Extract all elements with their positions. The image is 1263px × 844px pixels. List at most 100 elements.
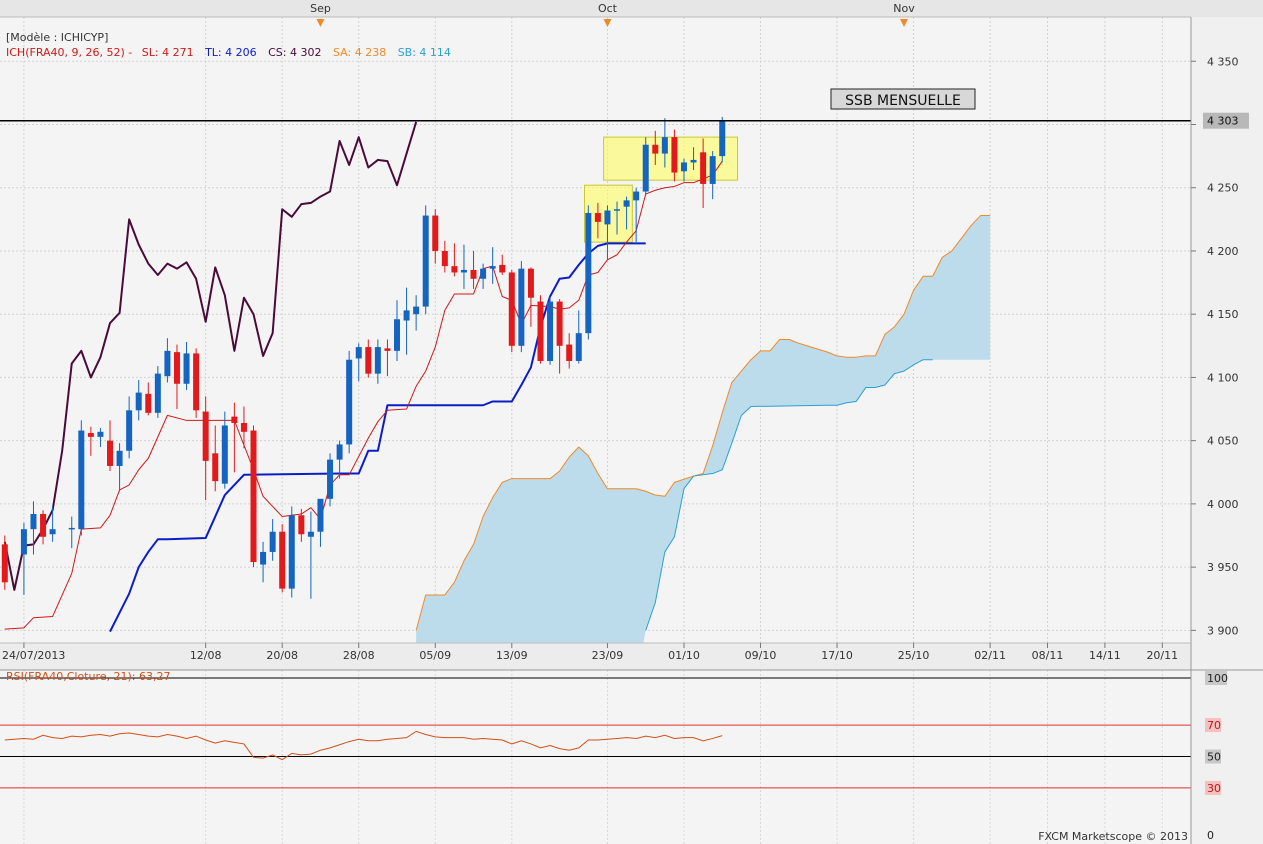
candle-body (212, 453, 219, 482)
candle-bullish (547, 296, 554, 365)
tenkan-sen-line (4, 160, 723, 630)
date-tick-label: 24/07/2013 (2, 649, 65, 662)
candle-bearish (566, 333, 573, 369)
candle-bearish (193, 348, 200, 418)
candle-bearish (279, 524, 286, 593)
candle-body (1, 544, 8, 583)
candle-body (240, 422, 247, 432)
date-tick-label: 05/09 (419, 649, 451, 662)
candle-bearish (40, 510, 47, 545)
candle-body (327, 459, 334, 499)
candle-body (460, 269, 467, 273)
ssb-annotation-box (830, 88, 976, 110)
price-tick-label: 4 200 (1207, 245, 1239, 258)
current-price-tag (1203, 112, 1249, 129)
candle-bearish (87, 426, 94, 456)
candle-body (20, 529, 27, 555)
date-tick-label: 20/08 (266, 649, 298, 662)
date-tick-label: 28/08 (343, 649, 375, 662)
price-tick-label: 4 350 (1207, 55, 1239, 68)
date-tick-label: 23/09 (592, 649, 624, 662)
candle-bearish (240, 406, 247, 449)
candle-bearish (527, 267, 534, 327)
candle-body (78, 430, 85, 530)
candle-bullish (78, 420, 85, 536)
candle-bearish (384, 339, 391, 377)
candle-body (355, 347, 362, 359)
candle-bullish (126, 396, 133, 459)
candle-body (374, 347, 381, 374)
candle-body (193, 353, 200, 411)
candle-bullish (489, 247, 496, 284)
candlesticks (1, 116, 726, 599)
date-tick-label: 17/10 (821, 649, 853, 662)
candle-bullish (585, 205, 592, 340)
candle-body (652, 144, 659, 154)
candle-bearish (145, 382, 152, 416)
candle-bearish (441, 240, 448, 273)
date-axis-strip (0, 643, 1191, 670)
candle-bearish (671, 129, 678, 182)
candle-body (604, 210, 611, 225)
candle-bullish (403, 287, 410, 355)
ssb-annotation[interactable]: SSB MENSUELLE (830, 88, 976, 110)
candle-bullish (623, 196, 630, 230)
candle-body (489, 266, 496, 269)
candle-body (279, 531, 286, 589)
footer-credit: FXCM Marketscope © 2013 (1038, 830, 1188, 843)
candle-bearish (594, 202, 601, 239)
candle-bullish (460, 244, 467, 289)
candle-bullish (355, 343, 362, 382)
candle-bullish (422, 205, 429, 315)
candle-body (260, 551, 267, 565)
price-tick-label: 4 100 (1207, 371, 1239, 384)
date-tick-label: 25/10 (898, 649, 930, 662)
model-label: [Modèle : ICHICYP] (6, 31, 108, 44)
candle-body (403, 310, 410, 321)
candle-body (231, 416, 238, 423)
candle-body (164, 350, 171, 377)
candle-body (87, 433, 94, 437)
candle-body (126, 410, 133, 451)
sl-value: SL: 4 271 (142, 46, 194, 59)
date-tick-label: 12/08 (190, 649, 222, 662)
candle-bullish (68, 516, 75, 549)
candle-bullish (20, 522, 27, 595)
candle-bearish (212, 425, 219, 492)
candle-body (594, 213, 601, 222)
candle-bullish (164, 338, 171, 383)
tl-value: TL: 4 206 (204, 46, 257, 59)
candle-body (173, 352, 180, 384)
rsi-tick-tag (1205, 671, 1227, 685)
candle-bullish (604, 205, 611, 260)
rsi-grid (23, 670, 1163, 844)
candle-body (508, 272, 515, 346)
cs-value: CS: 4 302 (268, 46, 321, 59)
month-marker-icon (603, 19, 612, 27)
rsi-tick-tag (1205, 718, 1221, 733)
rsi-tick-label: 70 (1207, 719, 1221, 732)
candle-body (298, 515, 305, 535)
date-tick-label: 08/11 (1032, 649, 1064, 662)
rsi-title: RSI(FRA40,Cloture, 21): 63,27 (6, 670, 170, 683)
date-tick-label: 09/10 (745, 649, 777, 662)
candle-bullish (97, 428, 104, 447)
rsi-panel: 100 70 50 30 0 RSI(FRA40,Cloture, 21): 63,27 (0, 670, 1228, 842)
candle-bullish (614, 201, 621, 235)
price-tick-label: 4 050 (1207, 435, 1239, 448)
candle-body (97, 431, 104, 437)
candle-body (145, 393, 152, 413)
candle-body (537, 301, 544, 361)
candle-bearish (700, 138, 707, 208)
price-tick-label: 4 000 (1207, 498, 1239, 511)
candle-body (288, 515, 295, 589)
rsi-tick-label: 0 (1207, 829, 1214, 842)
current-price-label: 4 303 (1207, 115, 1239, 128)
candle-bearish (365, 339, 372, 378)
candle-body (40, 514, 47, 537)
candle-body (116, 450, 123, 466)
candle-bullish (709, 151, 716, 200)
ichimoku-lines (3, 121, 991, 633)
month-marker-icon (900, 19, 909, 27)
